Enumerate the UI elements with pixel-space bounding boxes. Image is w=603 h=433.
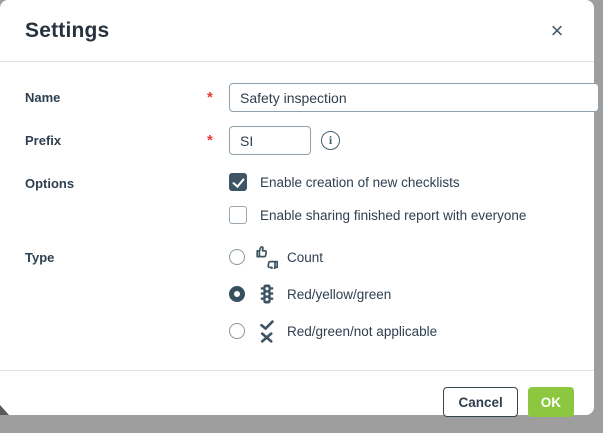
cancel-button[interactable]: Cancel (443, 387, 518, 417)
name-row: Name * (25, 83, 599, 112)
checkbox-enable-sharing-icon[interactable] (229, 206, 247, 224)
prefix-required-asterisk: * (207, 132, 213, 149)
radio-red-yellow-green-label: Red/yellow/green (287, 286, 392, 302)
type-label: Type (25, 250, 55, 265)
checkbox-row-enable-creation[interactable]: Enable creation of new checklists (229, 173, 460, 191)
radio-count-label: Count (287, 249, 324, 265)
thumbs-up-down-icon (255, 245, 279, 269)
checkbox-enable-sharing-label: Enable sharing finished report with ever… (260, 207, 527, 223)
options-label: Options (25, 176, 75, 191)
name-required-asterisk: * (207, 89, 213, 106)
info-icon[interactable]: i (321, 131, 340, 150)
dialog-title: Settings (25, 18, 110, 42)
prefix-label: Prefix (25, 133, 62, 148)
radio-row-red-yellow-green[interactable]: Red/yellow/green (229, 282, 391, 306)
radio-count[interactable] (229, 249, 245, 265)
dialog-header: Settings × (0, 0, 594, 62)
radio-red-green-na-label: Red/green/not applicable (287, 323, 438, 339)
radio-red-yellow-green[interactable] (229, 286, 245, 302)
dialog-footer: Cancel OK (0, 370, 594, 433)
dialog-body: Name * Prefix * i Options Enable creatio… (0, 62, 599, 370)
check-cross-icon (255, 319, 279, 343)
prefix-row: Prefix * i (25, 126, 574, 155)
radio-row-count[interactable]: Count (229, 245, 323, 269)
name-input[interactable] (229, 83, 599, 112)
radio-row-red-green-na[interactable]: Red/green/not applicable (229, 319, 437, 343)
type-row: Type Count (25, 243, 574, 356)
prefix-input[interactable] (229, 126, 311, 155)
checkbox-enable-creation-label: Enable creation of new checklists (260, 174, 460, 190)
name-label: Name (25, 90, 61, 105)
close-icon[interactable]: × (542, 16, 572, 46)
cursor-artifact (0, 405, 9, 415)
checkbox-enable-creation-icon[interactable] (229, 173, 247, 191)
checkbox-row-enable-sharing[interactable]: Enable sharing finished report with ever… (229, 206, 526, 224)
radio-red-green-na[interactable] (229, 323, 245, 339)
traffic-light-icon (255, 282, 279, 306)
options-row: Options Enable creation of new checklist… (25, 169, 574, 239)
settings-dialog: Settings × Name * Prefix * i Options (0, 0, 594, 415)
ok-button[interactable]: OK (527, 387, 574, 417)
